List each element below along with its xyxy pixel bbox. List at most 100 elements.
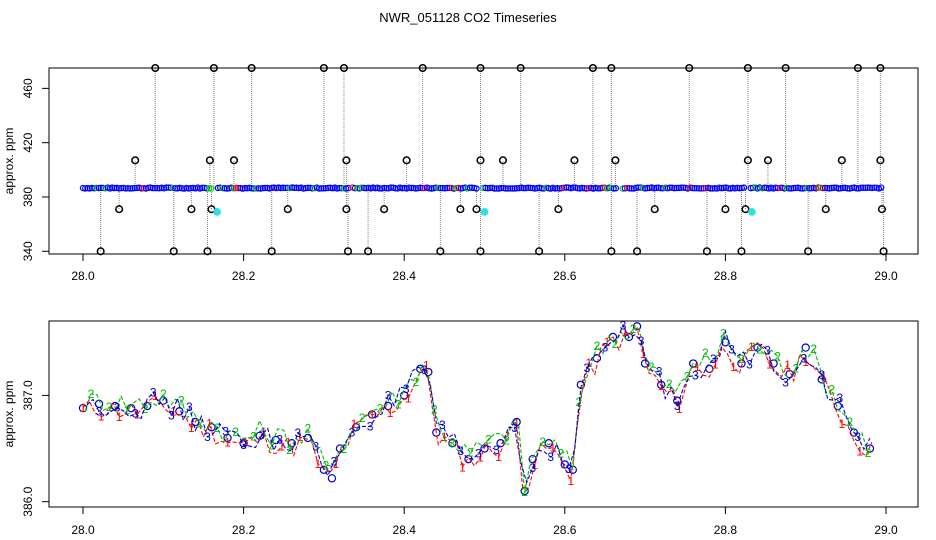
baseline-point xyxy=(538,185,545,192)
baseline-point xyxy=(799,185,806,192)
outlier-point xyxy=(209,63,218,73)
baseline-point xyxy=(815,184,822,191)
series-marker-1: 1 xyxy=(766,358,773,372)
outlier-point xyxy=(476,156,485,165)
series-marker-2: 2 xyxy=(612,337,619,351)
baseline-point xyxy=(169,184,177,192)
series-marker-2: 2 xyxy=(323,458,330,472)
series-marker-1: 1 xyxy=(405,391,412,405)
baseline-point xyxy=(408,184,415,192)
baseline-point xyxy=(509,185,516,192)
series-marker-1: 1 xyxy=(622,325,629,339)
outlier-point xyxy=(804,247,813,256)
series-marker-3: 3 xyxy=(602,341,609,355)
series-line-3 xyxy=(86,324,871,485)
baseline-point xyxy=(232,184,240,192)
series-marker-3: 3 xyxy=(96,405,103,419)
baseline-point xyxy=(118,184,125,192)
series-marker-3: 3 xyxy=(638,334,645,348)
top-y-tick-label: 340 xyxy=(21,241,35,261)
series-marker-3: 3 xyxy=(132,407,139,421)
top-x-tick-label: 28.4 xyxy=(393,269,417,283)
series-marker-1: 1 xyxy=(351,417,358,431)
series-marker-1: 1 xyxy=(134,407,141,421)
calibration-point xyxy=(213,208,222,216)
series-point xyxy=(769,359,778,368)
series-marker-2: 2 xyxy=(503,434,510,448)
baseline-point xyxy=(484,185,491,192)
baseline-point xyxy=(473,185,480,192)
top-x-tick-label: 29.0 xyxy=(874,269,898,283)
series-marker-3: 3 xyxy=(836,391,843,405)
baseline-point xyxy=(453,184,460,192)
baseline-point xyxy=(859,184,867,191)
series-marker-2: 2 xyxy=(413,375,420,389)
series-marker-1: 1 xyxy=(369,407,376,421)
outlier-point xyxy=(229,156,239,165)
series-marker-1: 1 xyxy=(278,440,285,454)
baseline-point xyxy=(599,184,606,192)
series-marker-3: 3 xyxy=(529,461,536,475)
baseline-point xyxy=(819,184,826,192)
outlier-point xyxy=(472,205,481,214)
series-marker-2: 2 xyxy=(865,446,872,460)
series-marker-2: 2 xyxy=(828,383,835,397)
series-marker-1: 1 xyxy=(531,458,538,472)
series-marker-3: 3 xyxy=(764,343,771,357)
top-x-tick-label: 28.0 xyxy=(71,269,95,283)
baseline-point xyxy=(376,185,383,192)
series-point xyxy=(801,343,810,352)
baseline-point xyxy=(444,184,451,192)
series-marker-3: 3 xyxy=(656,365,663,379)
baseline-point xyxy=(666,184,674,191)
top-y-axis-label: approx. ppm xyxy=(2,128,16,195)
baseline-point xyxy=(774,184,781,192)
series-marker-1: 1 xyxy=(694,360,701,374)
baseline-point xyxy=(709,185,716,192)
outlier-point xyxy=(821,205,830,214)
baseline-point xyxy=(268,184,276,192)
series-marker-1: 1 xyxy=(459,460,466,474)
baseline-point xyxy=(131,184,138,192)
outlier-point xyxy=(588,63,597,73)
baseline-point xyxy=(583,185,590,192)
series-point xyxy=(753,343,762,352)
baseline-point xyxy=(437,184,444,192)
top-x-tick-label: 28.6 xyxy=(553,269,577,283)
series-marker-2: 2 xyxy=(214,421,221,435)
series-line-1 xyxy=(82,326,873,489)
baseline-point xyxy=(145,184,152,192)
series-marker-3: 3 xyxy=(313,439,320,453)
baseline-point xyxy=(324,184,332,192)
outlier-point xyxy=(205,156,214,165)
baseline-point xyxy=(111,184,118,192)
series-marker-1: 1 xyxy=(116,410,123,424)
top-axis-ticks: 28.0 28.2 28.4 28.6 28.8 29.0 340 380 420 460 xyxy=(21,78,898,283)
baseline-point xyxy=(707,185,714,192)
series-marker-1: 1 xyxy=(477,451,484,465)
outlier-point xyxy=(535,247,544,256)
series-marker-3: 3 xyxy=(222,425,229,439)
series-marker-1: 1 xyxy=(712,358,719,372)
series-marker-2: 2 xyxy=(521,485,528,499)
series-marker-1: 1 xyxy=(423,358,430,372)
baseline-point xyxy=(671,184,678,192)
baseline-point xyxy=(241,184,249,192)
baseline-point xyxy=(504,185,512,192)
outlier-point xyxy=(685,63,694,73)
series-marker-2: 2 xyxy=(106,400,113,414)
outlier-point xyxy=(702,247,711,256)
series-marker-3: 3 xyxy=(331,455,338,469)
series-marker-1: 1 xyxy=(98,410,105,424)
baseline-point xyxy=(219,184,226,192)
baseline-point xyxy=(691,184,698,192)
top-panel: approx. ppm 28.0 28.2 28.4 28.6 28.8 29.0 340 3… xyxy=(2,63,919,283)
series-marker-1: 1 xyxy=(549,441,556,455)
baseline-point xyxy=(122,185,129,192)
baseline-point xyxy=(432,184,440,191)
series-marker-3: 3 xyxy=(439,418,446,432)
baseline-point xyxy=(360,184,368,192)
baseline-point xyxy=(435,184,442,192)
series-marker-2: 2 xyxy=(539,435,546,449)
bottom-x-tick-label: 28.2 xyxy=(232,523,256,537)
